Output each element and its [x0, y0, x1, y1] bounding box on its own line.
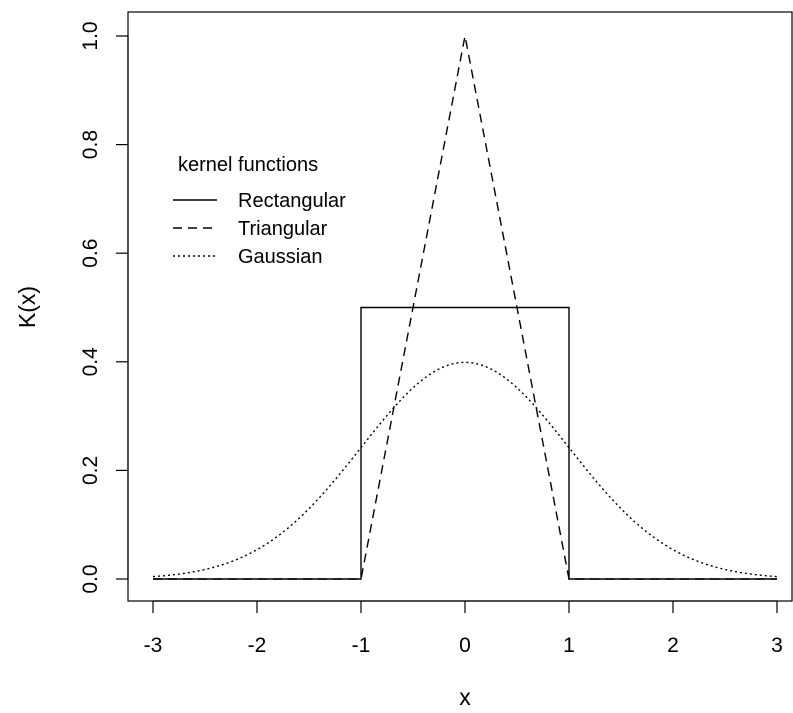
- x-axis: -3 -2 -1 0 1 2 3: [144, 600, 783, 657]
- y-axis: 0.0 0.2 0.4 0.6 0.8 1.0: [79, 21, 129, 594]
- y-tick-label: 1.0: [79, 21, 102, 50]
- plot-frame: [127, 11, 793, 602]
- legend-title: kernel functions: [178, 154, 318, 176]
- x-tick-label: 1: [563, 634, 575, 657]
- x-axis-title: x: [459, 684, 471, 710]
- y-tick-label: 0.4: [79, 347, 102, 377]
- series-layer: [152, 35, 778, 580]
- legend-label: Gaussian: [238, 246, 323, 268]
- x-tick-label: -2: [248, 634, 267, 657]
- x-tick-label: -1: [352, 634, 371, 657]
- series-gaussian: [152, 361, 778, 578]
- x-tick-label: -3: [144, 634, 163, 657]
- legend-label: Triangular: [238, 218, 328, 240]
- legend-label: Rectangular: [238, 190, 346, 212]
- x-tick-label: 0: [459, 634, 471, 657]
- y-tick-label: 0.2: [79, 456, 102, 485]
- y-tick-label: 0.8: [79, 130, 102, 159]
- y-tick-label: 0.6: [79, 239, 102, 268]
- y-tick-label: 0.0: [79, 564, 102, 593]
- series-rectangular: [153, 306, 777, 580]
- x-tick-label: 3: [771, 634, 783, 657]
- legend: kernel functions Rectangular Triangular Gau…: [173, 154, 346, 268]
- y-axis-title: K(x): [14, 286, 40, 328]
- series-triangular: [153, 35, 777, 580]
- x-tick-label: 2: [667, 634, 679, 657]
